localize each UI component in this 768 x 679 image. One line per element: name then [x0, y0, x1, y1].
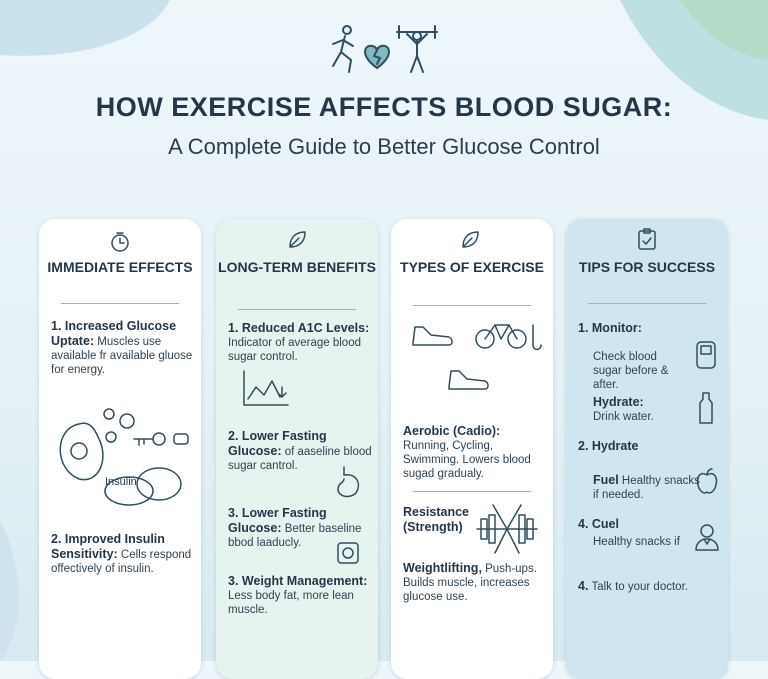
meter-icon — [696, 341, 716, 369]
chart-icon — [243, 370, 289, 406]
item-text: Cells respond offectively of insulin. — [51, 549, 192, 575]
clock-icon — [111, 232, 129, 252]
item-label: Aerobic (Cadio): — [403, 424, 501, 438]
card: TYPES OF EXERCISE Aerobic (Cadio): Runni… — [391, 219, 553, 679]
item-label: 1. Monitor: — [578, 321, 642, 335]
item: Aerobic (Cadio): Running, Cycling, Swimm… — [403, 424, 549, 481]
item-label: 3. Weight Management: — [228, 574, 368, 588]
illustration-label: Insulin — [105, 476, 137, 488]
divider — [61, 303, 179, 304]
divider — [588, 303, 706, 304]
item: 3. Weight Management: Less body fat, mor… — [228, 574, 374, 617]
item-text: Healthy snacks if — [593, 536, 680, 548]
stomach-icon — [337, 466, 360, 498]
leaf-icon — [462, 231, 479, 248]
item-label: Resistance (Strength) — [403, 505, 470, 534]
header-icon — [332, 25, 438, 73]
card-title: IMMEDIATE EFFECTS — [47, 259, 193, 275]
cell-illustration — [59, 408, 189, 506]
item-label: 2. Hydrate — [578, 439, 639, 453]
item-label: 4. — [578, 579, 589, 593]
clipboard-icon — [638, 228, 656, 250]
scale-icon — [337, 542, 359, 564]
background-shapes — [0, 0, 768, 661]
card-title: LONG-TERM BENEFITS — [218, 259, 376, 275]
item: 3. Lower Fasting Glucose: Better baselin… — [228, 506, 374, 550]
item: 2. Lower Fasting Glucose: of aaseline bl… — [228, 429, 374, 473]
item-text: Indicator of average blood sugar control… — [228, 337, 361, 363]
apple-icon — [696, 468, 718, 494]
exercise-icons — [412, 324, 542, 390]
leaf-icon — [289, 231, 306, 248]
item: Check blood sugar before & after. — [593, 350, 688, 392]
item: 1. Reduced A1C Levels: Indicator of aver… — [228, 321, 374, 364]
item-text: Less body fat, more lean muscle. — [228, 590, 354, 616]
item-label: 4. Cuel — [578, 517, 619, 531]
item: 4. Talk to your doctor. — [578, 579, 724, 594]
item: 1. Increased Glucose Uptate: Muscles use… — [51, 319, 197, 377]
card: TIPS FOR SUCCESS 1. Monitor: Check blood… — [566, 219, 728, 679]
item-text: of aaseline blood sugar cantrol. — [228, 446, 372, 472]
item: Weightlifting, Push-ups. Builds muscle, … — [403, 561, 549, 604]
item-text: Drink water. — [593, 411, 654, 423]
barbell-icon — [476, 504, 538, 554]
card-title: TIPS FOR SUCCESS — [578, 259, 716, 275]
item-text: Talk to your doctor. — [591, 581, 688, 593]
item-label: 2. Lower Fasting Glucose: — [228, 429, 327, 458]
item-text: Check blood sugar before & after. — [593, 351, 669, 391]
item-label: Hydrate: — [593, 395, 644, 409]
item: Resistance (Strength) — [403, 505, 473, 535]
divider — [238, 309, 356, 310]
item-text: Better baseline bbod laaducly. — [228, 523, 362, 549]
item: 2. Improved Insulin Sensitivity: Cells r… — [51, 532, 197, 576]
item-text: Running, Cycling, Swimming. Lowers blood… — [403, 440, 531, 480]
item-label: 2. Improved Insulin Sensitivity: — [51, 532, 165, 561]
item: Hydrate: Drink water. — [593, 395, 688, 424]
item: 1. Monitor: — [578, 321, 724, 336]
item-label: 1. Reduced A1C Levels: — [228, 321, 370, 335]
item-text: Healthy snacks if needed. — [593, 475, 700, 501]
item-label: Weightlifting, — [403, 561, 482, 575]
item: Fuel Healthy snacks if needed. — [593, 473, 703, 502]
card: IMMEDIATE EFFECTS 1. Increased Glucose U… — [39, 219, 201, 679]
item-text: Muscles use available fr available gluos… — [51, 336, 193, 376]
item-label: 1. Increased Glucose Uptate: — [51, 319, 177, 348]
card: LONG-TERM BENEFITS 1. Reduced A1C Levels… — [216, 219, 378, 679]
item-text: Push-ups. Builds muscle, increases gluco… — [403, 563, 537, 603]
title: HOW EXERCISE AFFECTS BLOOD SUGAR: — [95, 92, 673, 122]
item-label: 3. Lower Fasting Glucose: — [228, 506, 327, 535]
item: Healthy snacks if — [593, 535, 693, 549]
item-label: Fuel — [593, 473, 619, 487]
item: 4. Cuel — [578, 517, 724, 532]
item: 2. Hydrate — [578, 439, 724, 454]
doctor-icon — [695, 524, 719, 551]
card-title: TYPES OF EXERCISE — [400, 259, 544, 275]
divider — [413, 305, 531, 306]
bottle-icon — [699, 392, 713, 424]
subtitle: A Complete Guide to Better Glucose Contr… — [168, 134, 600, 159]
divider — [413, 491, 531, 492]
